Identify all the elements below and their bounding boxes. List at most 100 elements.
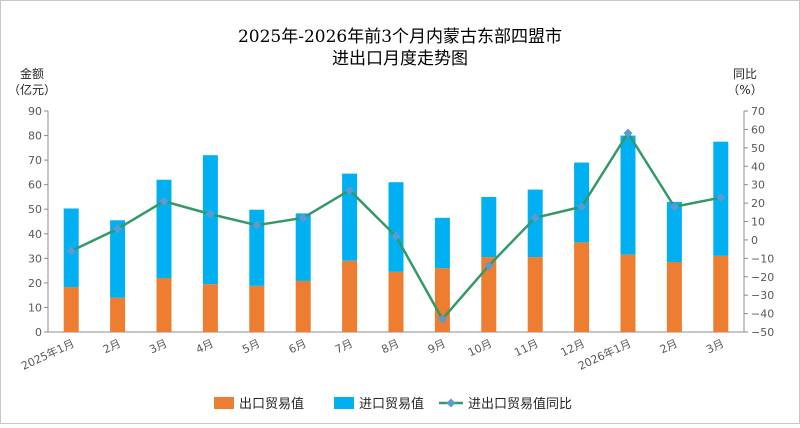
import-bar xyxy=(527,189,543,258)
import-bar xyxy=(249,209,265,286)
export-bar xyxy=(342,260,358,332)
export-bar xyxy=(527,257,543,332)
legend-swatch-export xyxy=(214,397,234,409)
import-bar xyxy=(295,213,311,281)
right-tick-label: 10 xyxy=(751,216,765,229)
x-tick-label: 9月 xyxy=(426,337,448,356)
export-bar xyxy=(388,271,404,332)
x-tick-label: 2月 xyxy=(658,337,680,356)
yoy-point xyxy=(669,202,679,212)
yoy-point xyxy=(113,224,123,234)
x-tick-label: 3月 xyxy=(147,337,169,356)
import-bar xyxy=(202,155,218,285)
import-bar xyxy=(666,201,682,263)
yoy-point xyxy=(577,202,587,212)
yoy-point xyxy=(623,128,633,138)
import-bar xyxy=(156,179,172,278)
left-axis-title: 金额（亿元） xyxy=(8,66,56,97)
export-bar xyxy=(202,284,218,332)
export-bar xyxy=(295,280,311,332)
yoy-point xyxy=(391,231,401,241)
legend-swatch-import xyxy=(334,397,354,409)
export-bar xyxy=(249,285,265,332)
export-bar xyxy=(63,287,79,332)
x-tick-label: 2026年1月 xyxy=(576,336,634,373)
legend-marker-yoy xyxy=(446,398,456,408)
x-tick-label: 8月 xyxy=(379,337,401,356)
legend-label-export: 出口贸易值 xyxy=(239,396,304,412)
right-axis-ticks: −50 −40 −30 −20 −10 0 10 20 30 40 50 60 70 xyxy=(744,105,774,339)
import-bar xyxy=(434,217,450,269)
export-bar xyxy=(620,254,636,332)
right-tick-label: 20 xyxy=(751,197,765,210)
left-tick-label: 90 xyxy=(28,105,42,118)
left-tick-label: 0 xyxy=(35,326,42,339)
left-tick-label: 60 xyxy=(28,179,42,192)
legend-label-import: 进口贸易值 xyxy=(359,396,424,412)
yoy-point xyxy=(437,314,447,324)
x-tick-label: 4月 xyxy=(194,337,216,356)
right-tick-label: −30 xyxy=(751,289,774,302)
right-tick-label: 50 xyxy=(751,142,765,155)
yoy-point xyxy=(345,185,355,195)
x-tick-label: 2月 xyxy=(101,337,123,356)
left-tick-label: 80 xyxy=(28,130,42,143)
legend: 出口贸易值 进口贸易值 进出口贸易值同比 xyxy=(214,396,572,412)
import-bar xyxy=(110,220,126,298)
right-tick-label: −50 xyxy=(751,326,774,339)
right-tick-label: 60 xyxy=(751,123,765,136)
right-tick-label: −10 xyxy=(751,252,774,265)
x-tick-label: 7月 xyxy=(333,337,355,356)
x-tick-label: 5月 xyxy=(240,337,262,356)
left-axis-title-line: （亿元） xyxy=(8,82,56,97)
left-tick-label: 20 xyxy=(28,277,42,290)
export-bar xyxy=(574,242,590,332)
x-tick-label: 2025年1月 xyxy=(19,336,77,373)
right-axis-title-line: 同比 xyxy=(733,67,757,81)
yoy-point xyxy=(66,246,76,256)
yoy-point xyxy=(530,213,540,223)
yoy-point xyxy=(298,213,308,223)
import-bar xyxy=(388,182,404,272)
x-tick-label: 3月 xyxy=(704,337,726,356)
line-series xyxy=(66,128,726,324)
left-tick-label: 40 xyxy=(28,228,42,241)
right-tick-label: −20 xyxy=(751,271,774,284)
left-axis-title-line: 金额 xyxy=(20,66,44,81)
right-tick-label: 30 xyxy=(751,179,765,192)
legend-label-yoy: 进出口贸易值同比 xyxy=(468,396,572,412)
import-bar xyxy=(620,135,636,255)
import-bar xyxy=(481,196,497,258)
yoy-point xyxy=(205,209,215,219)
chart-title-line: 2025年-2026年前3个月内蒙古东部四盟市 xyxy=(238,27,562,47)
export-bar xyxy=(666,262,682,332)
x-tick-label: 12月 xyxy=(559,337,587,359)
export-bar xyxy=(713,255,729,332)
yoy-point xyxy=(159,196,169,206)
left-tick-label: 70 xyxy=(28,154,42,167)
right-axis-title-line: （%） xyxy=(727,83,762,97)
left-tick-label: 50 xyxy=(28,203,42,216)
yoy-point xyxy=(252,220,262,230)
right-tick-label: 70 xyxy=(751,105,765,118)
right-tick-label: 40 xyxy=(751,160,765,173)
export-bar xyxy=(481,257,497,332)
right-axis-title: 同比 （%） xyxy=(727,67,762,97)
right-tick-label: −40 xyxy=(751,308,774,321)
export-bar xyxy=(110,297,126,332)
yoy-point xyxy=(484,261,494,271)
chart-title-line: 进出口月度走势图 xyxy=(332,49,468,69)
left-tick-label: 10 xyxy=(28,301,42,314)
x-tick-label: 6月 xyxy=(287,337,309,356)
x-tick-label: 11月 xyxy=(512,337,540,359)
left-tick-label: 30 xyxy=(28,252,42,265)
left-axis-ticks: 0 10 20 30 40 50 60 70 80 90 xyxy=(28,105,48,339)
right-tick-label: 0 xyxy=(751,234,758,247)
export-bar xyxy=(156,277,172,332)
yoy-point xyxy=(716,193,726,203)
x-tick-label: 10月 xyxy=(466,337,494,359)
